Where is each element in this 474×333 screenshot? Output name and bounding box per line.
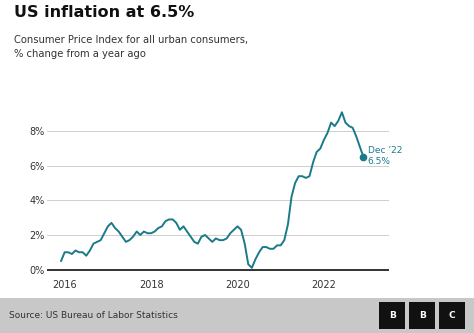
Text: Source: US Bureau of Labor Statistics: Source: US Bureau of Labor Statistics: [9, 311, 178, 320]
Text: B: B: [419, 311, 426, 320]
Text: C: C: [449, 311, 455, 320]
FancyBboxPatch shape: [439, 302, 465, 329]
Text: Dec ’22
6.5%: Dec ’22 6.5%: [368, 146, 402, 166]
Text: US inflation at 6.5%: US inflation at 6.5%: [14, 5, 194, 20]
Text: Consumer Price Index for all urban consumers,
% change from a year ago: Consumer Price Index for all urban consu…: [14, 35, 248, 59]
FancyBboxPatch shape: [409, 302, 435, 329]
Text: B: B: [389, 311, 396, 320]
FancyBboxPatch shape: [379, 302, 405, 329]
